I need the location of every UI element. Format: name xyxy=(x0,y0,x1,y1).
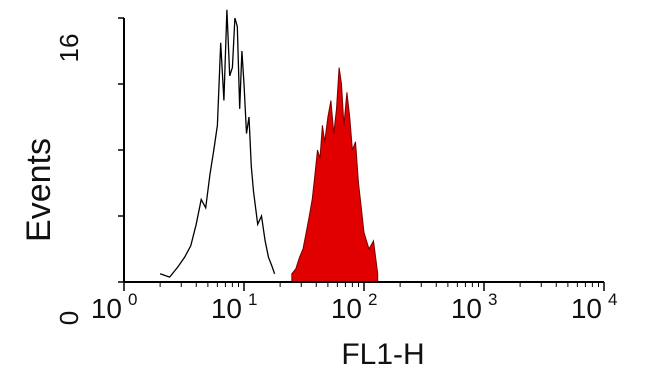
y-ticks: 0 16 xyxy=(54,17,124,325)
x-tick-exponent: 0 xyxy=(128,290,137,309)
x-tick-exponent: 4 xyxy=(608,290,617,309)
x-tick-exponent: 3 xyxy=(488,290,497,309)
series-filled-histogram xyxy=(291,67,379,283)
x-tick-exponent: 2 xyxy=(368,290,377,309)
series-outline-histogram xyxy=(159,9,276,278)
x-tick-label: 10 xyxy=(571,293,602,324)
x-tick-label: 10 xyxy=(91,293,122,324)
x-tick-label: 10 xyxy=(331,293,362,324)
y-tick-label: 16 xyxy=(54,34,84,63)
x-axis-label: FL1-H xyxy=(341,338,424,371)
y-axis-label: Events xyxy=(20,138,58,242)
plot-area xyxy=(159,9,379,283)
x-tick-label: 10 xyxy=(211,293,242,324)
x-tick-exponent: 1 xyxy=(248,290,257,309)
x-ticks: 10 0 10 1 10 2 10 3 10 4 xyxy=(91,282,617,324)
x-tick-label: 10 xyxy=(451,293,482,324)
y-tick-label: 0 xyxy=(54,311,84,325)
